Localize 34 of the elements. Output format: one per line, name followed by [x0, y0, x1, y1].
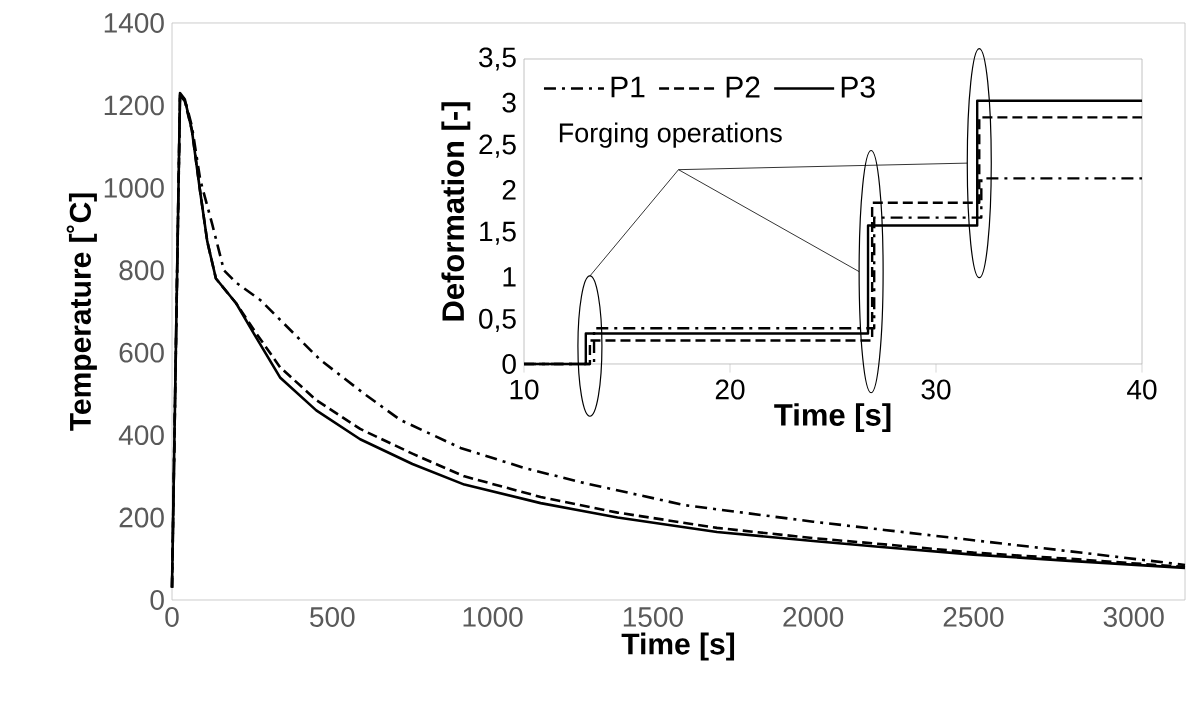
annotation: Forging operations: [559, 122, 782, 148]
x-tick-label: 3000: [1103, 607, 1164, 627]
y-tick-label: 2: [502, 179, 516, 200]
y-tick-label: 800: [119, 260, 164, 281]
y-tick-label: 0: [150, 590, 164, 610]
legend-label: P2: [726, 76, 760, 98]
x-tick-label: 500: [310, 607, 355, 627]
x-tick-label: 20: [715, 379, 745, 400]
x-tick-label: 10: [510, 379, 539, 400]
y-tick-label: 1000: [104, 177, 164, 198]
x-tick-label: 1500: [623, 607, 683, 627]
y-tick-label: 3,5: [479, 47, 516, 71]
y-tick-label: 0: [502, 354, 516, 374]
y-tick-label: 0,5: [479, 308, 516, 332]
y-tick-label: 1400: [104, 13, 164, 33]
x-tick-label: 40: [1127, 379, 1157, 400]
x-tick-label: 0: [165, 607, 179, 627]
legend-label: P1: [611, 76, 645, 98]
y-tick-label: 400: [118, 425, 164, 446]
y-tick-label: 1,5: [480, 221, 516, 245]
y-tick-label: 3: [502, 92, 516, 113]
y-tick-label: 200: [119, 507, 164, 528]
y-tick-label: 600: [119, 342, 164, 363]
y-tick-label: 1200: [104, 95, 164, 116]
x-tick-label: 2000: [783, 607, 844, 627]
y-tick-label: 2,5: [479, 134, 516, 158]
x-tick-label: 30: [921, 379, 951, 400]
y-axis-title: Deformation [-]: [441, 102, 471, 321]
x-tick-label: 2500: [943, 607, 1004, 627]
legend-label: P3: [841, 76, 875, 98]
y-tick-label: 1: [503, 267, 516, 287]
y-axis-title: Temperature [˚C]: [66, 193, 97, 431]
x-axis-title: Time [s]: [774, 403, 891, 433]
x-axis-title: Time [s]: [621, 632, 735, 661]
